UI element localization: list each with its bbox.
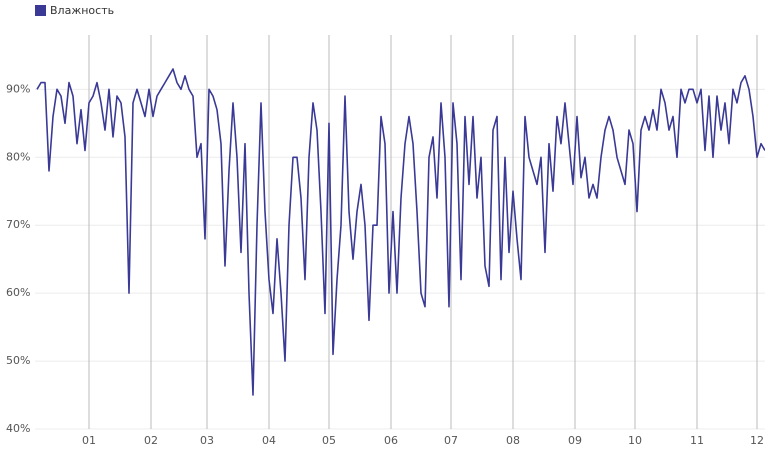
y-tick-label: 40% [6, 422, 30, 435]
x-tick-label: 04 [262, 434, 276, 447]
x-tick-label: 02 [144, 434, 158, 447]
x-tick-label: 10 [628, 434, 642, 447]
x-tick-label: 06 [384, 434, 398, 447]
x-tick-label: 08 [506, 434, 520, 447]
y-tick-label: 50% [6, 354, 30, 367]
y-tick-label: 60% [6, 286, 30, 299]
y-tick-label: 90% [6, 82, 30, 95]
x-tick-label: 12 [750, 434, 764, 447]
line [36, 68, 765, 396]
x-tick-label: 11 [690, 434, 704, 447]
legend-swatch [35, 5, 46, 16]
y-tick-label: 80% [6, 150, 30, 163]
x-tick-label: 01 [82, 434, 96, 447]
x-tick-label: 09 [568, 434, 582, 447]
legend-label: Влажность [50, 4, 114, 17]
y-tick-label: 70% [6, 218, 30, 231]
x-tick-label: 07 [444, 434, 458, 447]
x-tick-label: 05 [322, 434, 336, 447]
x-tick-label: 03 [200, 434, 214, 447]
